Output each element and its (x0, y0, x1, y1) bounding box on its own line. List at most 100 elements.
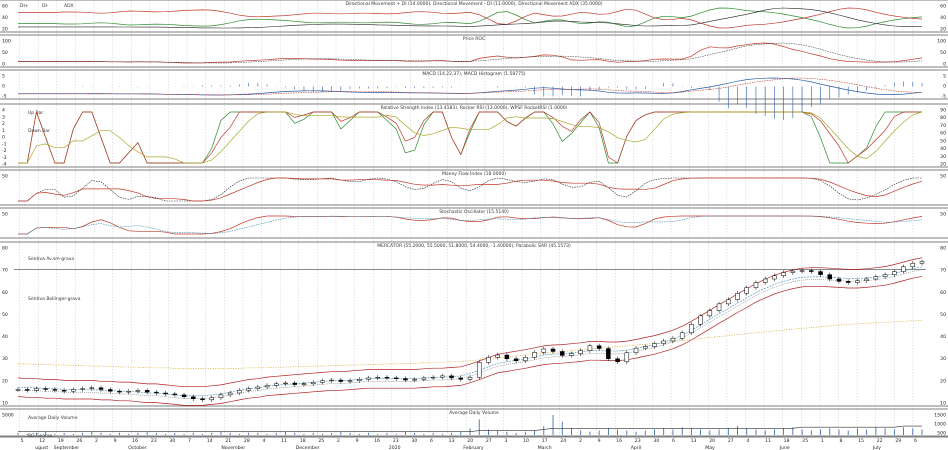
y-tick-label: 3 (2, 114, 5, 120)
y-tick-label: 50 (940, 174, 946, 180)
candle-body (781, 272, 786, 276)
y-tick-label: 80 (940, 115, 946, 121)
date-tick-label: 30 (169, 438, 175, 444)
y-tick-label: 1500 (934, 413, 946, 419)
date-tick-label: 7 (188, 438, 191, 444)
adx-line (18, 7, 923, 29)
month-label: May (705, 445, 715, 450)
candle-body (80, 388, 85, 390)
candle-body (384, 376, 390, 379)
candle-body (643, 346, 648, 349)
candle-body (707, 310, 713, 317)
legend-label: ADX (64, 3, 74, 9)
candle-body (910, 262, 916, 268)
candle-body (772, 275, 777, 280)
date-tick-label: 3 (505, 438, 508, 444)
candle-body (52, 389, 58, 391)
date-tick-label: 6 (430, 438, 433, 444)
candle-body (15, 389, 21, 391)
y-tick-label: 2 (2, 121, 5, 127)
candle-body (689, 324, 694, 334)
candle-body (117, 390, 122, 393)
date-tick-label: 4 (263, 438, 266, 444)
date-tick-label: 16 (374, 438, 380, 444)
date-tick-label: 30 (411, 438, 417, 444)
candle-body (24, 389, 30, 391)
candle-body (827, 274, 833, 280)
candle-body (458, 377, 464, 380)
candle-body (375, 376, 381, 379)
date-tick-label: 15 (858, 438, 864, 444)
y-tick-label: 500 (937, 431, 946, 437)
candle-body (126, 390, 131, 393)
candle-body (227, 392, 233, 396)
candle-body (661, 340, 666, 344)
y-tick-label: 60 (2, 4, 8, 10)
date-tick-label: 29 (895, 438, 901, 444)
y-tick-label: 20 (2, 378, 8, 384)
candle-body (892, 271, 897, 275)
chart-series (14, 7, 926, 435)
panel-title: MERCATOR (55.2000, 55.5000, 51.8000, 54.… (377, 243, 571, 249)
y-tick-label: 40 (940, 146, 946, 152)
candle-body (559, 351, 565, 356)
date-tick-label: 23 (393, 438, 399, 444)
candle-body (135, 390, 141, 392)
rocker-rsi-line (18, 110, 922, 164)
y-tick-label: 70 (2, 268, 8, 274)
y-tick-label: 30 (940, 356, 946, 362)
date-tick-label: 11 (281, 438, 287, 444)
candle-body (744, 287, 749, 294)
candle-body (919, 261, 925, 264)
candle-body (255, 386, 261, 389)
candle-body (144, 390, 150, 393)
candle-body (181, 394, 187, 398)
legend-label: DI+ (20, 3, 29, 9)
candle-body (633, 347, 639, 354)
date-tick-label: 11 (765, 438, 771, 444)
candle-body (624, 352, 630, 363)
candle-body (882, 274, 888, 278)
indicator-panels: Directional Movement + DI (14.0000), Dir… (0, 0, 948, 439)
candle-body (873, 276, 879, 280)
date-tick-label: 13 (449, 438, 455, 444)
y-tick-label: 0 (2, 84, 5, 90)
panel-label: Sentiva Bollinger-grava (28, 296, 81, 302)
y-tick-label: -2 (2, 148, 7, 154)
bollinger-lower (17, 275, 923, 406)
y-tick-label: -3 (2, 155, 7, 161)
y-tick-label: 60 (940, 290, 946, 296)
date-tick-label: 12 (39, 438, 45, 444)
date-tick-label: 25 (318, 438, 324, 444)
date-tick-label: 23 (151, 438, 157, 444)
y-tick-label: 50 (2, 312, 8, 318)
candle-body (98, 387, 104, 390)
candle-body (836, 278, 842, 282)
candle-body (61, 390, 67, 392)
date-tick-label: 17 (542, 438, 548, 444)
candle-body (89, 387, 95, 389)
di-minus-line (18, 7, 923, 29)
y-tick-label: 0 (943, 62, 946, 68)
panel-title: MACD (14,22,37), MACD Histogram (1.58775… (422, 71, 525, 77)
month-label: ugust (35, 445, 48, 450)
y-tick-label: 30 (2, 356, 8, 362)
date-tick-label: 2 (95, 438, 98, 444)
y-tick-label: -4 (2, 162, 7, 168)
y-tick-label: 1 (2, 128, 5, 134)
y-tick-label: 40 (2, 334, 8, 340)
di-plus-line (18, 7, 923, 29)
candle-body (541, 348, 547, 353)
candle-body (430, 376, 436, 379)
panel-title: Average Daily Volume (449, 410, 499, 416)
panel-label: Average Daily Volume (28, 415, 78, 421)
candle-body (569, 353, 574, 356)
panel-label: Down Bar (28, 128, 50, 134)
legend-label: DI- (42, 3, 49, 9)
date-tick-label: 4 (746, 438, 749, 444)
candle-body (338, 379, 344, 382)
date-tick-label: 14 (207, 438, 213, 444)
y-tick-label: 0 (943, 84, 946, 90)
panel-title: Relative Strength Index (13.4183), Rocke… (381, 105, 568, 111)
